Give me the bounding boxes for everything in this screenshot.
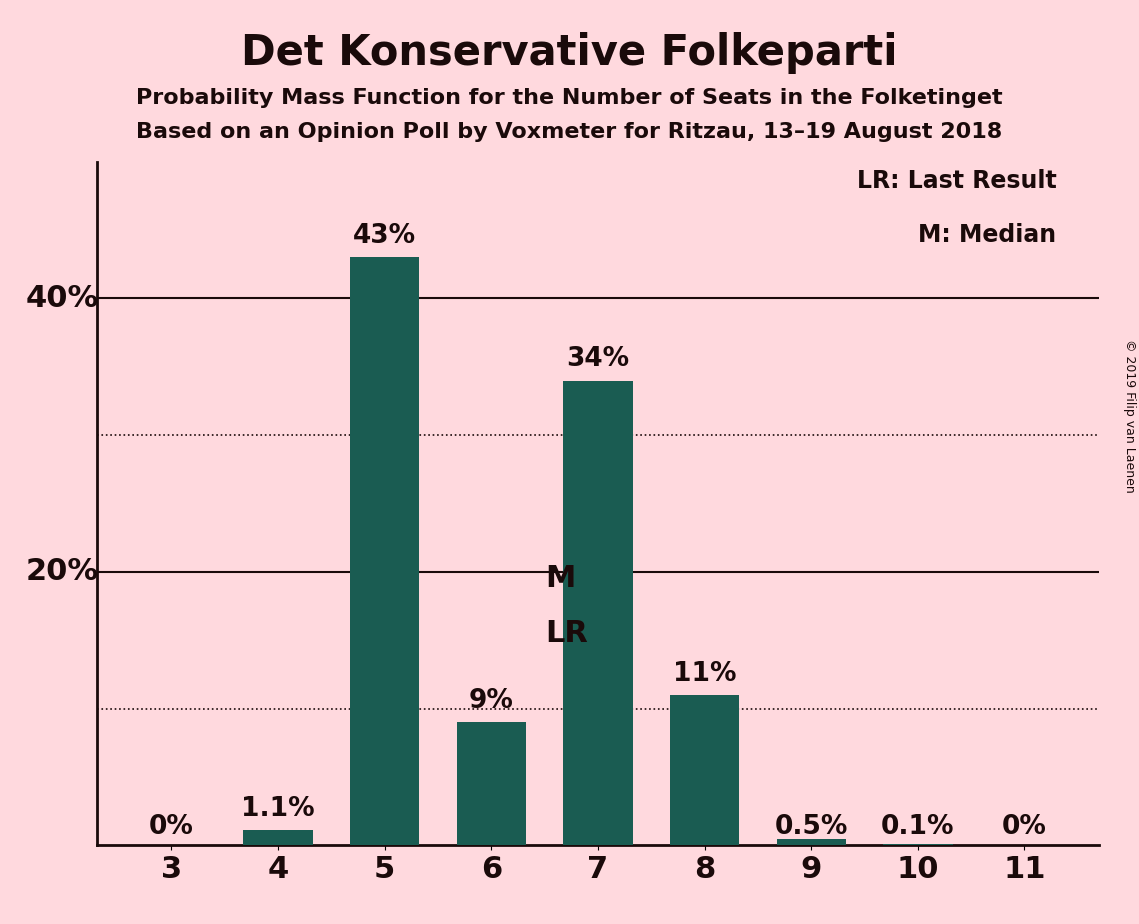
Text: 0%: 0% — [1002, 814, 1047, 840]
Text: LR: LR — [546, 619, 588, 648]
Bar — [777, 839, 846, 845]
Text: Det Konservative Folkeparti: Det Konservative Folkeparti — [241, 32, 898, 74]
Text: 34%: 34% — [566, 346, 630, 372]
Text: 20%: 20% — [26, 557, 99, 587]
Text: Probability Mass Function for the Number of Seats in the Folketinget: Probability Mass Function for the Number… — [137, 88, 1002, 108]
Text: 43%: 43% — [353, 224, 416, 249]
Bar — [350, 258, 419, 845]
Bar — [457, 723, 526, 845]
Bar — [564, 381, 632, 845]
Text: M: Median: M: Median — [918, 224, 1057, 248]
Bar — [670, 695, 739, 845]
Text: 11%: 11% — [673, 661, 736, 687]
Text: 0.1%: 0.1% — [882, 814, 954, 840]
Text: LR: Last Result: LR: Last Result — [857, 168, 1057, 192]
Text: 0.5%: 0.5% — [775, 814, 847, 840]
Text: M: M — [546, 565, 575, 593]
Text: 9%: 9% — [469, 688, 514, 714]
Text: Based on an Opinion Poll by Voxmeter for Ritzau, 13–19 August 2018: Based on an Opinion Poll by Voxmeter for… — [137, 122, 1002, 142]
Text: 1.1%: 1.1% — [241, 796, 314, 822]
Text: 0%: 0% — [149, 814, 194, 840]
Bar — [244, 831, 313, 845]
Text: © 2019 Filip van Laenen: © 2019 Filip van Laenen — [1123, 339, 1137, 492]
Text: 40%: 40% — [26, 284, 99, 313]
